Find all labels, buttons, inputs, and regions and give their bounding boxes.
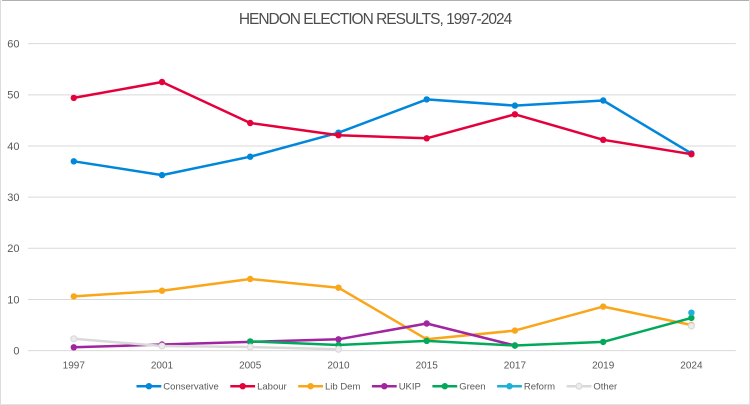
svg-text:Lib Dem: Lib Dem (325, 382, 360, 393)
svg-text:2010: 2010 (327, 360, 350, 371)
svg-text:Green: Green (459, 382, 485, 393)
svg-text:10: 10 (7, 294, 19, 306)
svg-text:2019: 2019 (592, 360, 615, 371)
svg-text:50: 50 (7, 90, 19, 102)
svg-text:60: 60 (7, 39, 19, 51)
svg-text:2005: 2005 (239, 360, 262, 371)
svg-text:2017: 2017 (504, 360, 527, 371)
svg-text:HENDON ELECTION RESULTS, 1997-: HENDON ELECTION RESULTS, 1997-2024 (239, 11, 513, 28)
svg-text:30: 30 (7, 192, 19, 204)
svg-text:Labour: Labour (257, 382, 287, 393)
svg-text:Reform: Reform (524, 382, 555, 393)
svg-text:20: 20 (7, 243, 19, 255)
svg-text:40: 40 (7, 141, 19, 153)
svg-text:2015: 2015 (416, 360, 439, 371)
svg-text:1997: 1997 (63, 360, 86, 371)
svg-text:0: 0 (13, 346, 19, 358)
svg-text:Conservative: Conservative (163, 382, 218, 393)
svg-text:Other: Other (593, 382, 617, 393)
svg-text:2001: 2001 (151, 360, 174, 371)
svg-text:2024: 2024 (680, 360, 703, 371)
svg-text:UKIP: UKIP (399, 382, 421, 393)
